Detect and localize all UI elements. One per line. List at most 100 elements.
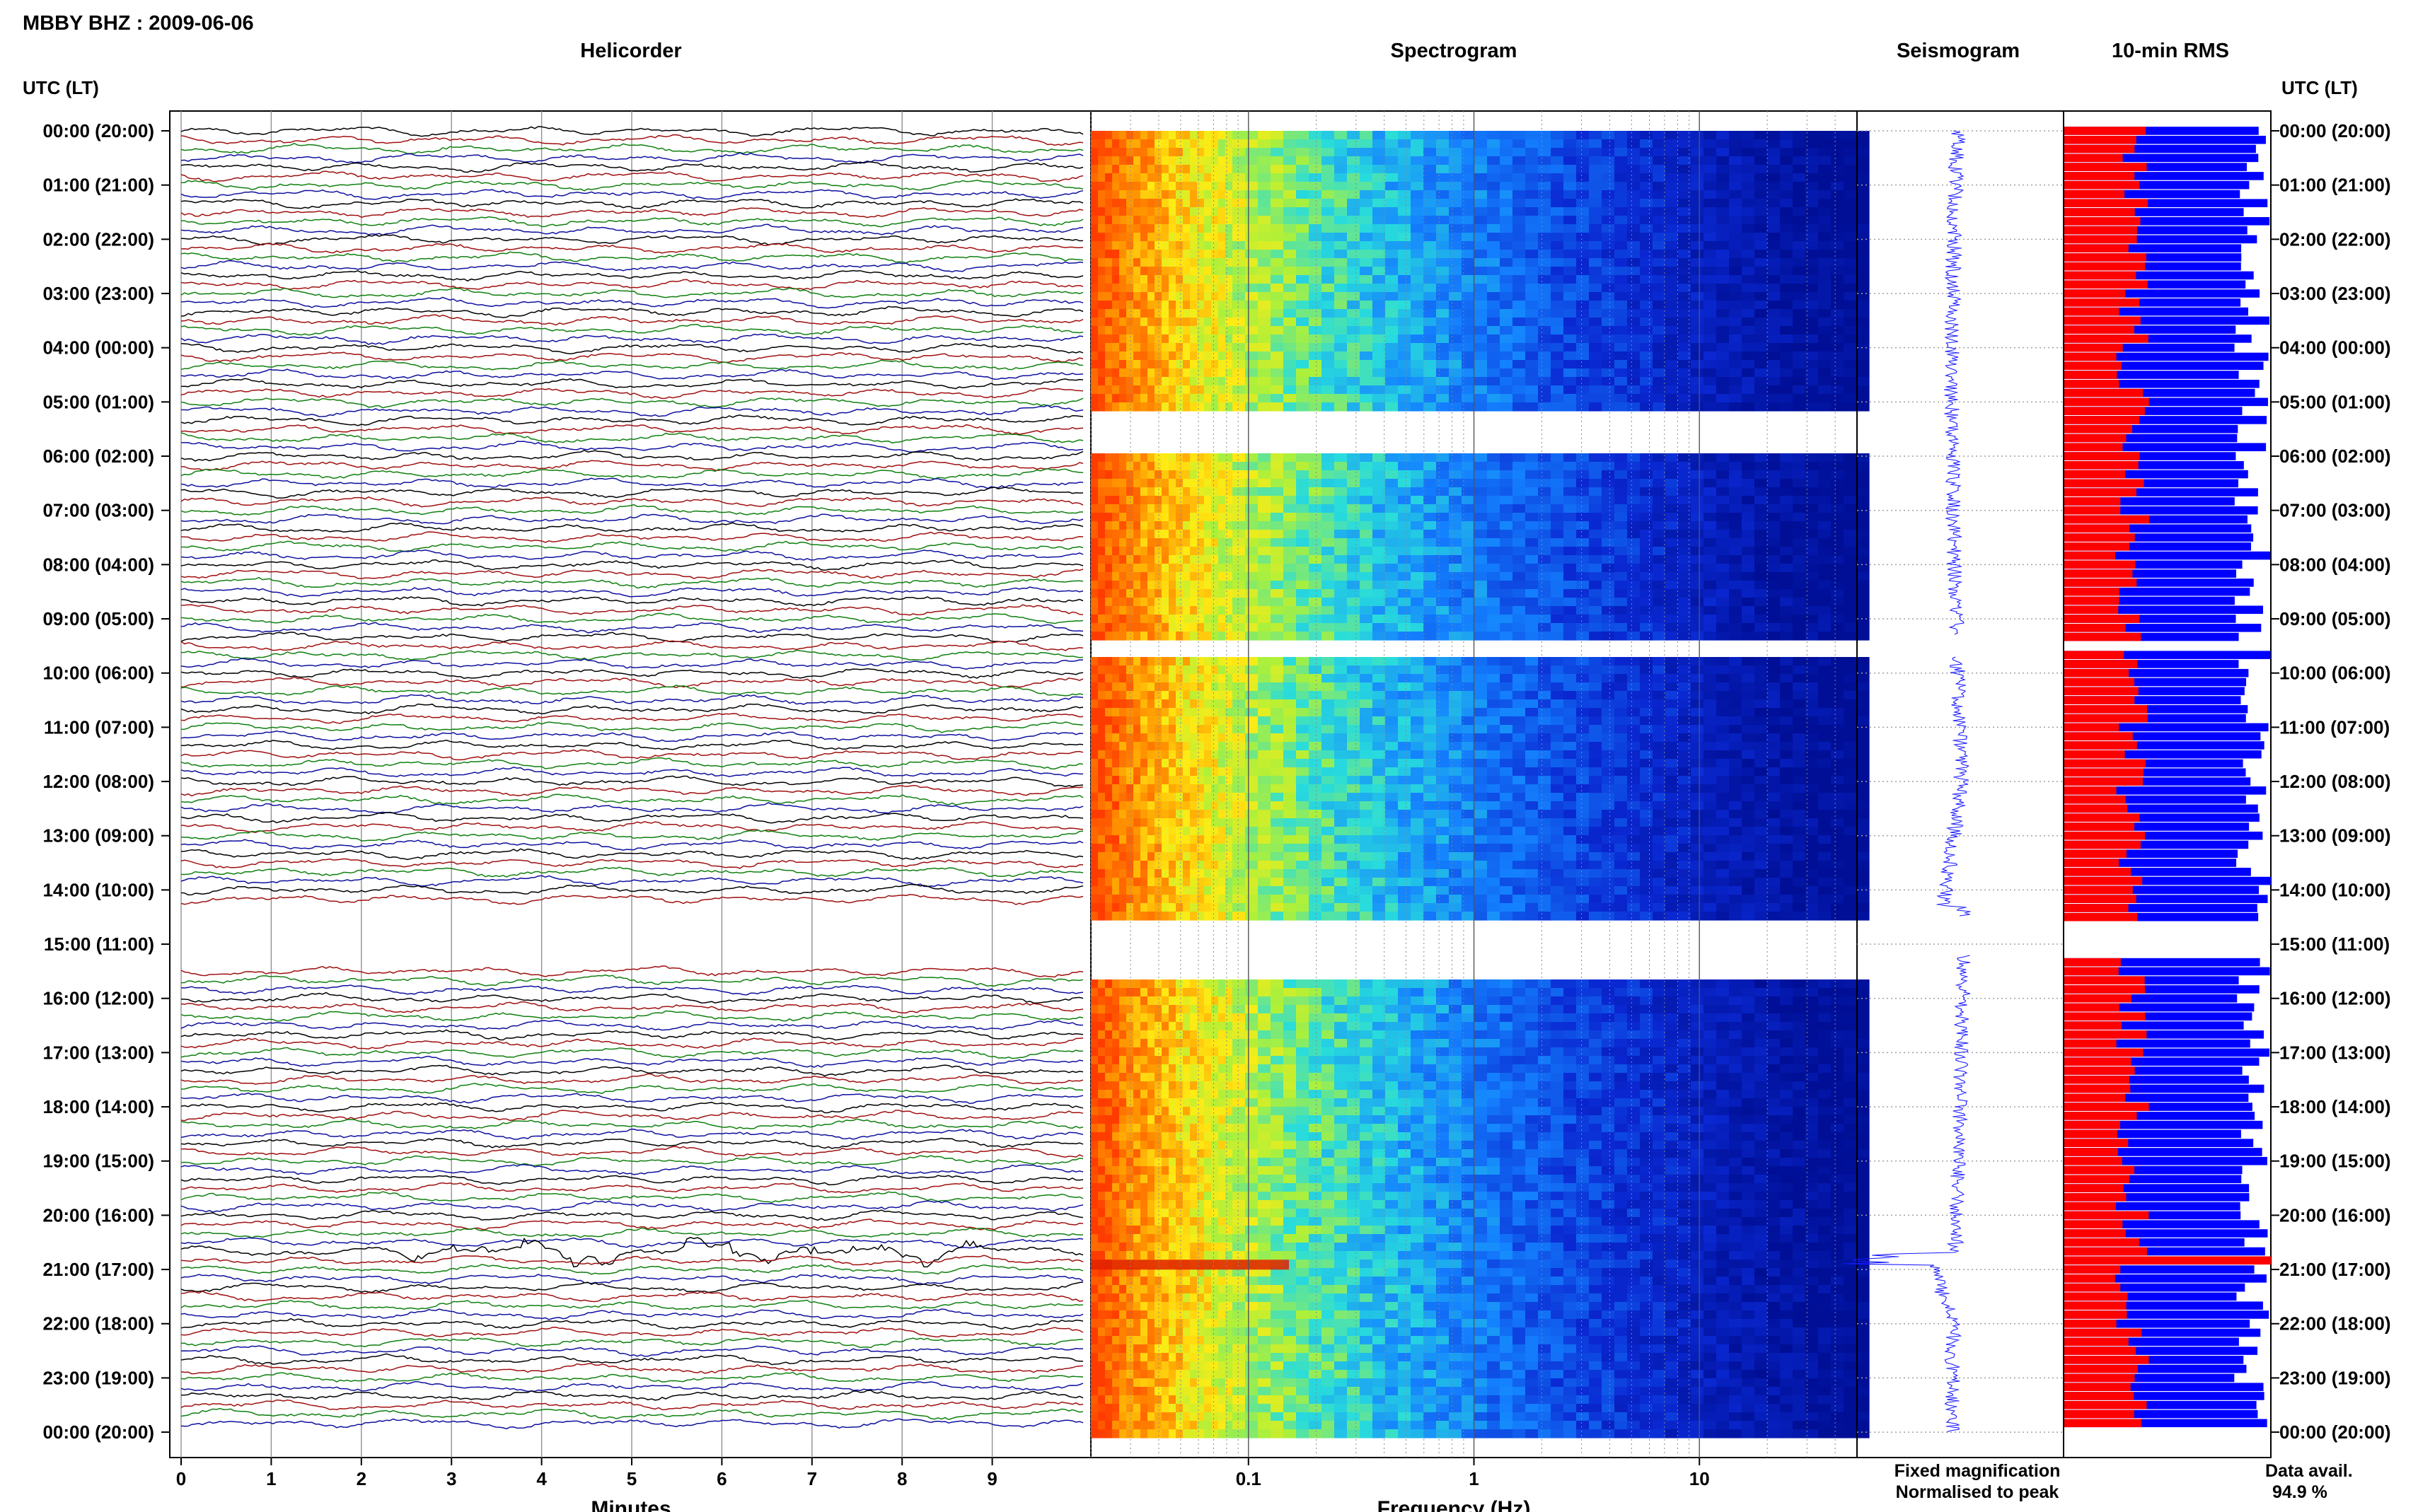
spectrogram-cell [1126, 615, 1134, 624]
spectrogram-cell [1197, 496, 1205, 505]
hour-label-left: 03:00 (23:00) [42, 283, 154, 304]
spectrogram-cell [1551, 453, 1564, 463]
spectrogram-cell [1423, 224, 1437, 233]
spectrogram-cell [1805, 598, 1819, 607]
spectrogram-cell [1155, 521, 1162, 530]
spectrogram-cell [1627, 598, 1641, 607]
spectrogram-cell [1653, 581, 1666, 590]
helicorder-trace [180, 632, 1084, 643]
spectrogram-cell [1245, 216, 1259, 225]
spectrogram-cell [1169, 530, 1176, 539]
spectrogram-cell [1589, 555, 1602, 564]
spectrogram-cell [1225, 385, 1233, 395]
minute-tick-label: 1 [266, 1468, 276, 1489]
spectrogram-cell [1589, 742, 1602, 751]
spectrogram-cell [1183, 258, 1191, 267]
spectrogram-cell [1385, 165, 1399, 174]
spectrogram-cell [1500, 368, 1513, 378]
spectrogram-cell [1169, 394, 1176, 403]
spectrogram-cell [1296, 156, 1309, 165]
spectrogram-cell [1525, 623, 1539, 632]
spectrogram-cell [1500, 139, 1513, 149]
spectrogram-cell [1844, 318, 1857, 327]
spectrogram-cell [1474, 318, 1488, 327]
spectrogram-cell [1091, 360, 1099, 369]
spectrogram-cell [1831, 470, 1844, 479]
spectrogram-cell [1576, 538, 1590, 547]
spectrogram-cell [1204, 326, 1212, 335]
spectrogram-cell [1225, 742, 1233, 751]
spectrogram-cell [1347, 691, 1360, 700]
spectrogram-cell [1525, 224, 1539, 233]
spectrogram-cell [1283, 351, 1297, 361]
spectrogram-cell [1271, 462, 1284, 471]
spectrogram-row [1091, 190, 1870, 199]
spectrogram-cell [1691, 309, 1704, 318]
spectrogram-cell [1218, 139, 1226, 149]
spectrogram-cell [1204, 275, 1212, 284]
spectrogram-cell [1398, 343, 1411, 352]
spectrogram-cell [1703, 716, 1717, 726]
spectrogram-cell [1487, 148, 1500, 157]
spectrogram-cell [1729, 224, 1742, 233]
spectrogram-cell [1563, 385, 1577, 395]
spectrogram-cell [1133, 606, 1141, 615]
spectrogram-cell [1258, 606, 1271, 615]
spectrogram-cell [1576, 377, 1590, 386]
spectrogram-cell [1563, 674, 1577, 683]
spectrogram-cell [1169, 275, 1176, 284]
helicorder-trace [180, 496, 1084, 508]
spectrogram-cell [1169, 462, 1176, 471]
spectrogram-cell [1462, 462, 1475, 471]
spectrogram-cell [1627, 318, 1641, 327]
spectrogram-cell [1190, 309, 1198, 318]
spectrogram-cell [1098, 165, 1106, 174]
spectrogram-cell [1204, 496, 1212, 505]
spectrogram-cell [1258, 385, 1271, 395]
spectrogram-cell [1525, 504, 1539, 513]
spectrogram-cell [1169, 250, 1176, 259]
spectrogram-cell [1283, 564, 1297, 573]
spectrogram-cell [1162, 742, 1169, 751]
spectrogram-cell [1678, 470, 1691, 479]
spectrogram-cell [1245, 750, 1259, 760]
hour-label-right: 11:00 (07:00) [2279, 716, 2390, 738]
spectrogram-cell [1449, 292, 1462, 301]
spectrogram-cell [1271, 190, 1284, 199]
spectrogram-cell [1204, 733, 1212, 743]
spectrogram-cell [1474, 343, 1488, 352]
spectrogram-cell [1133, 674, 1141, 683]
spectrogram-cell [1218, 385, 1226, 395]
spectrogram-cell [1169, 487, 1176, 496]
spectrogram-cell [1844, 521, 1857, 530]
spectrogram-cell [1271, 139, 1284, 149]
spectrogram-cell [1805, 292, 1819, 301]
spectrogram-cell [1678, 623, 1691, 632]
spectrogram-cell [1296, 564, 1309, 573]
spectrogram-cell [1098, 394, 1106, 403]
spectrogram-cell [1296, 657, 1309, 666]
spectrogram-cell [1204, 309, 1212, 318]
spectrogram-cell [1500, 699, 1513, 709]
spectrogram-cell [1805, 267, 1819, 276]
spectrogram-cell [1691, 632, 1704, 641]
spectrogram-cell [1211, 665, 1219, 675]
spectrogram-cell [1831, 343, 1844, 352]
spectrogram-cell [1640, 318, 1653, 327]
spectrogram-cell [1844, 301, 1857, 310]
spectrogram-cell [1360, 216, 1373, 225]
spectrogram-cell [1296, 581, 1309, 590]
spectrogram-cell [1218, 326, 1226, 335]
spectrogram-cell [1372, 623, 1386, 632]
spectrogram-cell [1512, 190, 1526, 199]
spectrogram-cell [1296, 725, 1309, 734]
spectrogram-cell [1334, 530, 1348, 539]
spectrogram-cell [1500, 267, 1513, 276]
spectrogram-cell [1098, 462, 1106, 471]
spectrogram-row [1091, 309, 1870, 318]
spectrogram-cell [1793, 233, 1806, 242]
spectrogram-cell [1754, 301, 1768, 310]
spectrogram-cell [1818, 623, 1832, 632]
spectrogram-cell [1347, 657, 1360, 666]
spectrogram-cell [1245, 131, 1259, 140]
